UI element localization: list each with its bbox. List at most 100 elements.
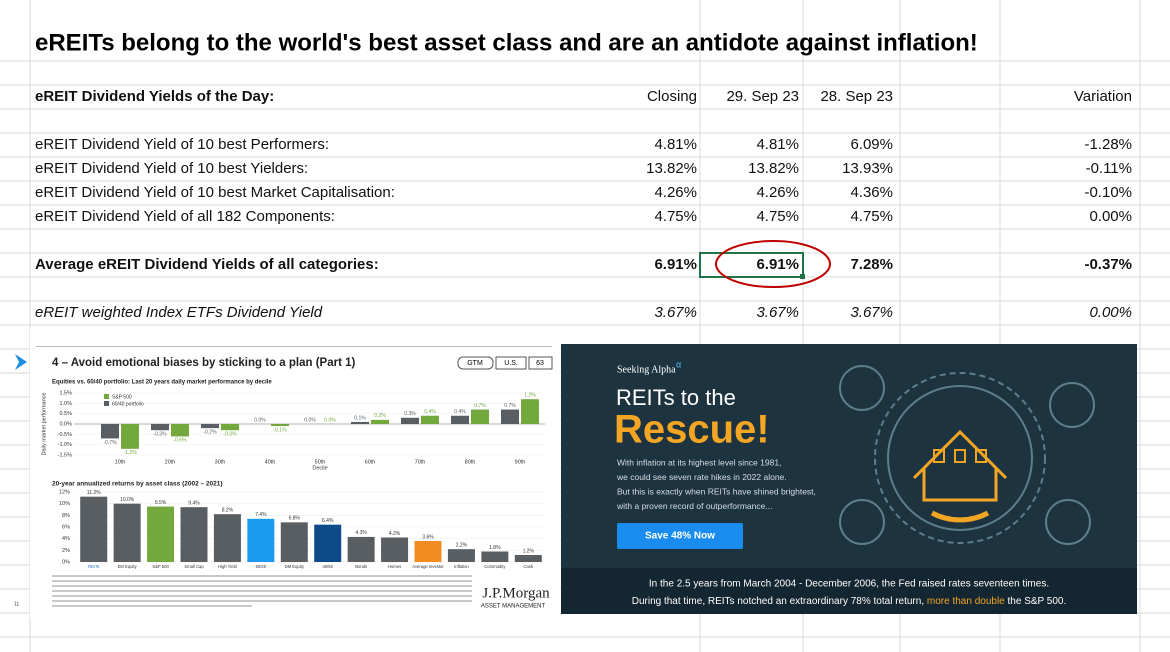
x-tick-label: 80th (465, 459, 476, 465)
cell-value: 4.81% (756, 136, 799, 153)
data-label: 3.6% (422, 534, 434, 540)
cell-value: 6.09% (850, 136, 893, 153)
sa-footer-band (561, 568, 1137, 614)
ring (874, 372, 1046, 544)
bar (80, 496, 108, 562)
tag-box (495, 356, 527, 370)
cell-value: 13.93% (842, 160, 893, 177)
bar (501, 409, 519, 424)
data-label: 9.5% (155, 500, 167, 506)
data-label: 0.2% (374, 413, 386, 419)
cell-value: 13.82% (646, 160, 697, 177)
x-axis-label: Decile (312, 465, 327, 471)
x-tick-label: 40/60 (322, 564, 333, 569)
x-tick-label: Small Cap (184, 564, 204, 569)
bar (121, 424, 139, 449)
icon-circle (839, 365, 885, 411)
icon-circle (1045, 499, 1091, 545)
data-label: 11.2% (87, 490, 101, 496)
page-number: 11 (14, 601, 19, 607)
bar (180, 507, 208, 562)
bar (213, 514, 241, 562)
fill-handle (800, 274, 805, 279)
chart-title: Equities vs. 60/40 portfolio: Last 20 ye… (52, 380, 272, 386)
x-tick-label: 40th (265, 459, 276, 465)
sa-body-line: with a proven record of outperformance..… (616, 501, 772, 511)
bar (201, 424, 219, 429)
cell-value: 3.67% (756, 304, 799, 321)
x-tick-label: Inflation (454, 564, 469, 569)
jpm-panel: 4 – Avoid emotional biases by sticking t… (14, 328, 560, 618)
tag: U.S. (504, 360, 518, 367)
sheet-title: eREITs belong to the world's best asset … (35, 29, 978, 56)
sa-body: With inflation at its highest level sinc… (616, 457, 816, 511)
data-label: 0.0% (254, 417, 266, 423)
x-tick-label: 70th (415, 459, 426, 465)
cell-value: 6.91% (654, 256, 697, 273)
x-tick-label: High Yield (218, 564, 238, 569)
bar (271, 424, 289, 427)
column-header: 28. Sep 23 (820, 88, 893, 105)
cell-value: -0.11% (1086, 160, 1132, 177)
data-label: 1.2% (523, 548, 535, 554)
data-label: 0.4% (454, 409, 466, 415)
column-header: Variation (1074, 88, 1132, 105)
bar (514, 555, 542, 562)
sa-footer: In the 2.5 years from March 2004 - Decem… (649, 579, 1049, 590)
row-label: eREIT Dividend Yield of 10 best Performe… (35, 136, 329, 153)
y-tick-label: 0.5% (59, 411, 72, 417)
data-label: -1.2% (123, 450, 137, 456)
data-label: 6.8% (289, 516, 301, 522)
cell-value: 7.28% (850, 256, 893, 273)
y-tick-label: -0.5% (58, 432, 72, 438)
x-tick-label: REITs (88, 564, 99, 569)
chart-title: 20-year annualized returns by asset clas… (52, 481, 223, 488)
data-label: 0.0% (324, 417, 336, 423)
cell-value: 0.00% (1089, 304, 1132, 321)
bar (351, 421, 369, 424)
bar (381, 537, 409, 562)
data-label: 10.0% (120, 497, 135, 503)
x-tick-label: 90th (515, 459, 526, 465)
data-label: 1.2% (524, 393, 536, 399)
cell-value: 4.75% (850, 208, 893, 225)
x-tick-label: 30th (215, 459, 226, 465)
icon-circle (839, 499, 885, 545)
bar (421, 415, 439, 424)
icon-circle (1049, 382, 1095, 428)
bar (447, 549, 475, 562)
row-label: eREIT Dividend Yield of 10 best Yielders… (35, 160, 308, 177)
cell-value: 4.26% (654, 184, 697, 201)
sa-button-label[interactable]: Save 48% Now (645, 531, 715, 542)
cell-value: -1.28% (1084, 136, 1132, 153)
bar (347, 536, 375, 562)
sa-button[interactable] (617, 523, 743, 549)
tag: GTM (467, 360, 483, 367)
data-label: -0.2% (203, 429, 217, 435)
brand-sub: ASSET MANAGEMENT (481, 604, 546, 610)
x-tick-label: Homes (388, 564, 401, 569)
footer-part: During that time, REITs notched an extra… (632, 596, 927, 607)
data-label: 0.1% (354, 415, 366, 421)
legend-label: 60/40 portfolio (112, 401, 144, 407)
tag-box (457, 356, 494, 370)
jpm-background (30, 328, 560, 618)
sa-body-line: With inflation at its highest level sinc… (617, 457, 781, 467)
brand: J.P.Morgan (482, 585, 550, 601)
y-tick-label: 4% (62, 536, 70, 542)
legend-swatch (104, 401, 109, 406)
data-label: -0.3% (153, 432, 167, 438)
data-label: 7.4% (255, 512, 267, 518)
data-label: 0.7% (504, 403, 516, 409)
data-label: 2.2% (456, 542, 468, 548)
x-tick-label: 20th (165, 459, 176, 465)
footnote-line (52, 590, 472, 592)
data-label: -0.7% (103, 440, 117, 446)
window (954, 449, 966, 463)
column-header: 29. Sep 23 (726, 88, 799, 105)
data-label: 4.3% (355, 530, 367, 536)
row-label: eREIT Dividend Yield of all 182 Componen… (35, 208, 335, 225)
data-label: 4.2% (389, 531, 401, 537)
